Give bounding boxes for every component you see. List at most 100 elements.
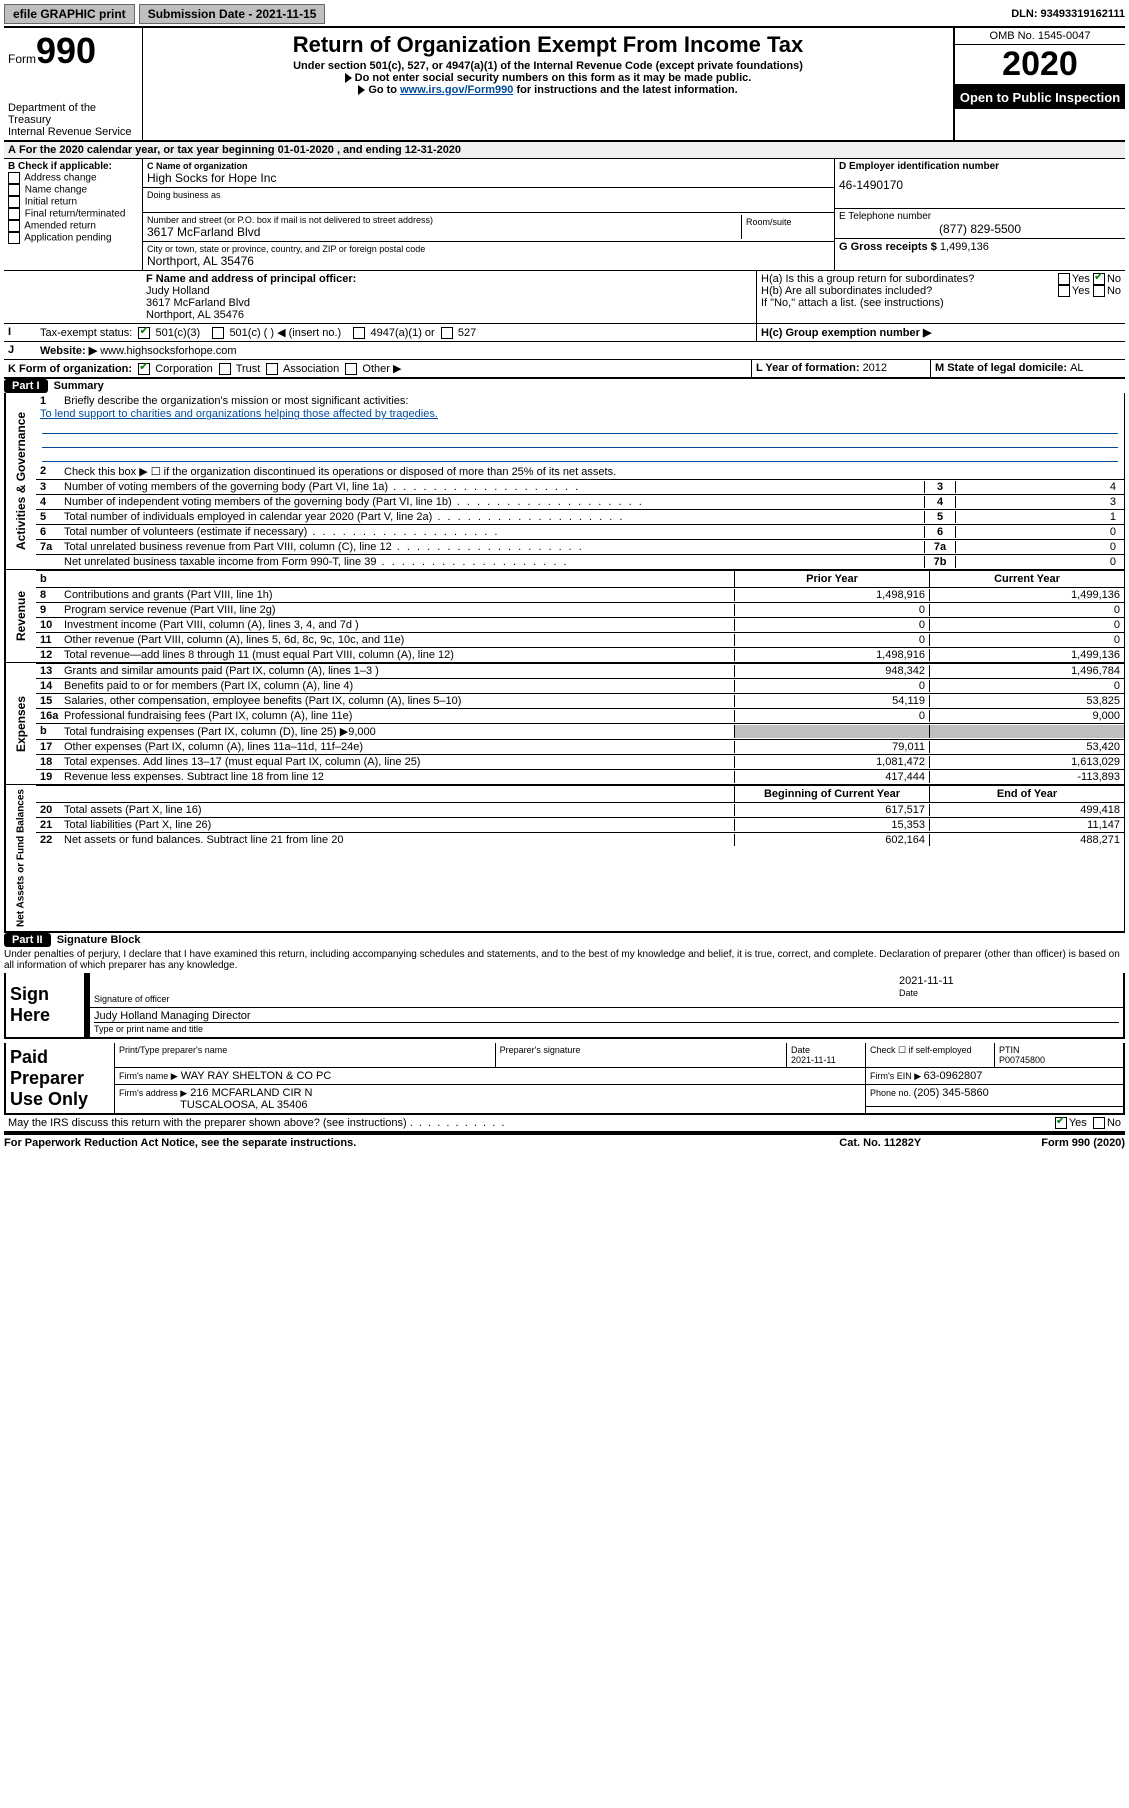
self-employed-label: Check ☐ if self-employed: [866, 1043, 995, 1068]
triangle-icon: [345, 73, 352, 83]
gov-line: 7aTotal unrelated business revenue from …: [36, 539, 1124, 554]
check-address-change[interactable]: [8, 172, 20, 184]
line1-label: Briefly describe the organization's miss…: [64, 395, 1120, 407]
dept-label: Department of the Treasury: [8, 102, 138, 126]
table-row: 11Other revenue (Part VIII, column (A), …: [36, 632, 1124, 647]
summary-netassets: Net Assets or Fund Balances Beginning of…: [4, 785, 1125, 932]
goto-post: for instructions and the latest informat…: [513, 84, 737, 96]
summary-expenses: Expenses 13Grants and similar amounts pa…: [4, 663, 1125, 785]
check-501c[interactable]: [212, 327, 224, 339]
current-year-header: Current Year: [929, 571, 1124, 587]
discuss-yes[interactable]: [1055, 1117, 1067, 1129]
city-value: Northport, AL 35476: [147, 254, 830, 268]
summary-governance: Activities & Governance 1Briefly describ…: [4, 393, 1125, 570]
gov-line: 4Number of independent voting members of…: [36, 494, 1124, 509]
section-c: C Name of organization High Socks for Ho…: [143, 159, 834, 270]
end-year-header: End of Year: [929, 786, 1124, 802]
summary-revenue: Revenue b Prior Year Current Year 8Contr…: [4, 570, 1125, 663]
check-501c3[interactable]: [138, 327, 150, 339]
vlabel-net: Net Assets or Fund Balances: [5, 785, 36, 931]
line2-label: Check this box ▶ ☐ if the organization d…: [64, 465, 1120, 478]
yes-label: Yes: [1072, 273, 1090, 285]
ha-yes[interactable]: [1058, 273, 1070, 285]
table-row: 19Revenue less expenses. Subtract line 1…: [36, 769, 1124, 784]
part-i-title: Summary: [54, 380, 104, 392]
check-527[interactable]: [441, 327, 453, 339]
triangle-icon: [358, 85, 365, 95]
form-subtitle-2: Do not enter social security numbers on …: [355, 72, 752, 84]
l-value: 2012: [863, 362, 887, 374]
check-other[interactable]: [345, 363, 357, 375]
check-final-return[interactable]: [8, 208, 20, 220]
omb-number: OMB No. 1545-0047: [955, 28, 1125, 45]
signature-table: Sign Here Signature of officer 2021-11-1…: [4, 973, 1125, 1039]
prep-date-value: 2021-11-11: [791, 1055, 836, 1065]
phone-label: Phone no.: [870, 1088, 914, 1098]
officer-name-title: Judy Holland Managing Director: [94, 1010, 1119, 1023]
hc-label: H(c) Group exemption number ▶: [757, 324, 1125, 341]
table-row: 13Grants and similar amounts paid (Part …: [36, 663, 1124, 678]
line-a-text: For the 2020 calendar year, or tax year …: [19, 144, 461, 156]
opt-assoc: Association: [283, 363, 339, 375]
check-corp[interactable]: [138, 363, 150, 375]
section-f: F Name and address of principal officer:…: [142, 271, 757, 323]
m-value: AL: [1070, 362, 1083, 374]
check-assoc[interactable]: [266, 363, 278, 375]
gov-line: 5Total number of individuals employed in…: [36, 509, 1124, 524]
print-name-label: Print/Type preparer's name: [115, 1043, 496, 1068]
gov-line: 6Total number of volunteers (estimate if…: [36, 524, 1124, 539]
phone-value: (205) 345-5860: [914, 1087, 989, 1099]
opt-527: 527: [458, 327, 476, 339]
section-j: J Website: ▶ www.highsocksforhope.com: [4, 342, 1125, 360]
goto-pre: Go to: [368, 84, 400, 96]
table-row: 20Total assets (Part X, line 16)617,5174…: [36, 802, 1124, 817]
hb-yes[interactable]: [1058, 285, 1070, 297]
tel-value: (877) 829-5500: [839, 222, 1121, 236]
check-trust[interactable]: [219, 363, 231, 375]
check-app-pending[interactable]: [8, 232, 20, 244]
b-opt-4: Amended return: [24, 221, 96, 232]
table-row: 16aProfessional fundraising fees (Part I…: [36, 708, 1124, 723]
gross-label: G Gross receipts $: [839, 241, 940, 253]
tel-label: E Telephone number: [839, 211, 1121, 222]
ptin-value: P00745800: [999, 1055, 1045, 1065]
officer-addr1: 3617 McFarland Blvd: [146, 297, 752, 309]
hb-no[interactable]: [1093, 285, 1105, 297]
f-label: F Name and address of principal officer:: [146, 273, 356, 285]
ha-label: H(a) Is this a group return for subordin…: [761, 273, 974, 285]
header-center: Return of Organization Exempt From Incom…: [143, 28, 953, 140]
check-initial-return[interactable]: [8, 196, 20, 208]
ha-no[interactable]: [1093, 273, 1105, 285]
opt-other: Other ▶: [362, 363, 401, 375]
discuss-no-label: No: [1107, 1117, 1121, 1129]
table-row: 12Total revenue—add lines 8 through 11 (…: [36, 647, 1124, 662]
section-fh: F Name and address of principal officer:…: [4, 271, 1125, 324]
website-value: www.highsocksforhope.com: [100, 345, 236, 357]
b-opt-0: Address change: [24, 173, 96, 184]
form990-link[interactable]: www.irs.gov/Form990: [400, 84, 513, 96]
part-ii-pill: Part II: [4, 933, 51, 947]
submission-date-button[interactable]: Submission Date - 2021-11-15: [139, 4, 326, 24]
check-amended[interactable]: [8, 220, 20, 232]
m-label: M State of legal domicile:: [935, 362, 1070, 374]
vlabel-governance: Activities & Governance: [5, 393, 36, 569]
perjury-declaration: Under penalties of perjury, I declare th…: [4, 947, 1125, 973]
prep-sig-label: Preparer's signature: [495, 1043, 786, 1068]
header-right: OMB No. 1545-0047 2020 Open to Public In…: [953, 28, 1125, 140]
firm-addr1: 216 MCFARLAND CIR N: [190, 1087, 312, 1099]
k-label: K Form of organization:: [8, 363, 132, 375]
form-title: Return of Organization Exempt From Incom…: [151, 32, 945, 58]
table-row: 14Benefits paid to or for members (Part …: [36, 678, 1124, 693]
ein-label: D Employer identification number: [839, 161, 999, 172]
efile-button[interactable]: efile GRAPHIC print: [4, 4, 135, 24]
footer-right: Form 990 (2020): [1041, 1137, 1125, 1149]
check-name-change[interactable]: [8, 184, 20, 196]
no-label: No: [1107, 273, 1121, 285]
sig-officer-label: Signature of officer: [94, 994, 169, 1004]
discuss-no[interactable]: [1093, 1117, 1105, 1129]
page-footer: For Paperwork Reduction Act Notice, see …: [4, 1133, 1125, 1149]
b-opt-5: Application pending: [24, 233, 111, 244]
check-4947[interactable]: [353, 327, 365, 339]
footer-left: For Paperwork Reduction Act Notice, see …: [4, 1137, 356, 1149]
discuss-label: May the IRS discuss this return with the…: [8, 1117, 407, 1129]
